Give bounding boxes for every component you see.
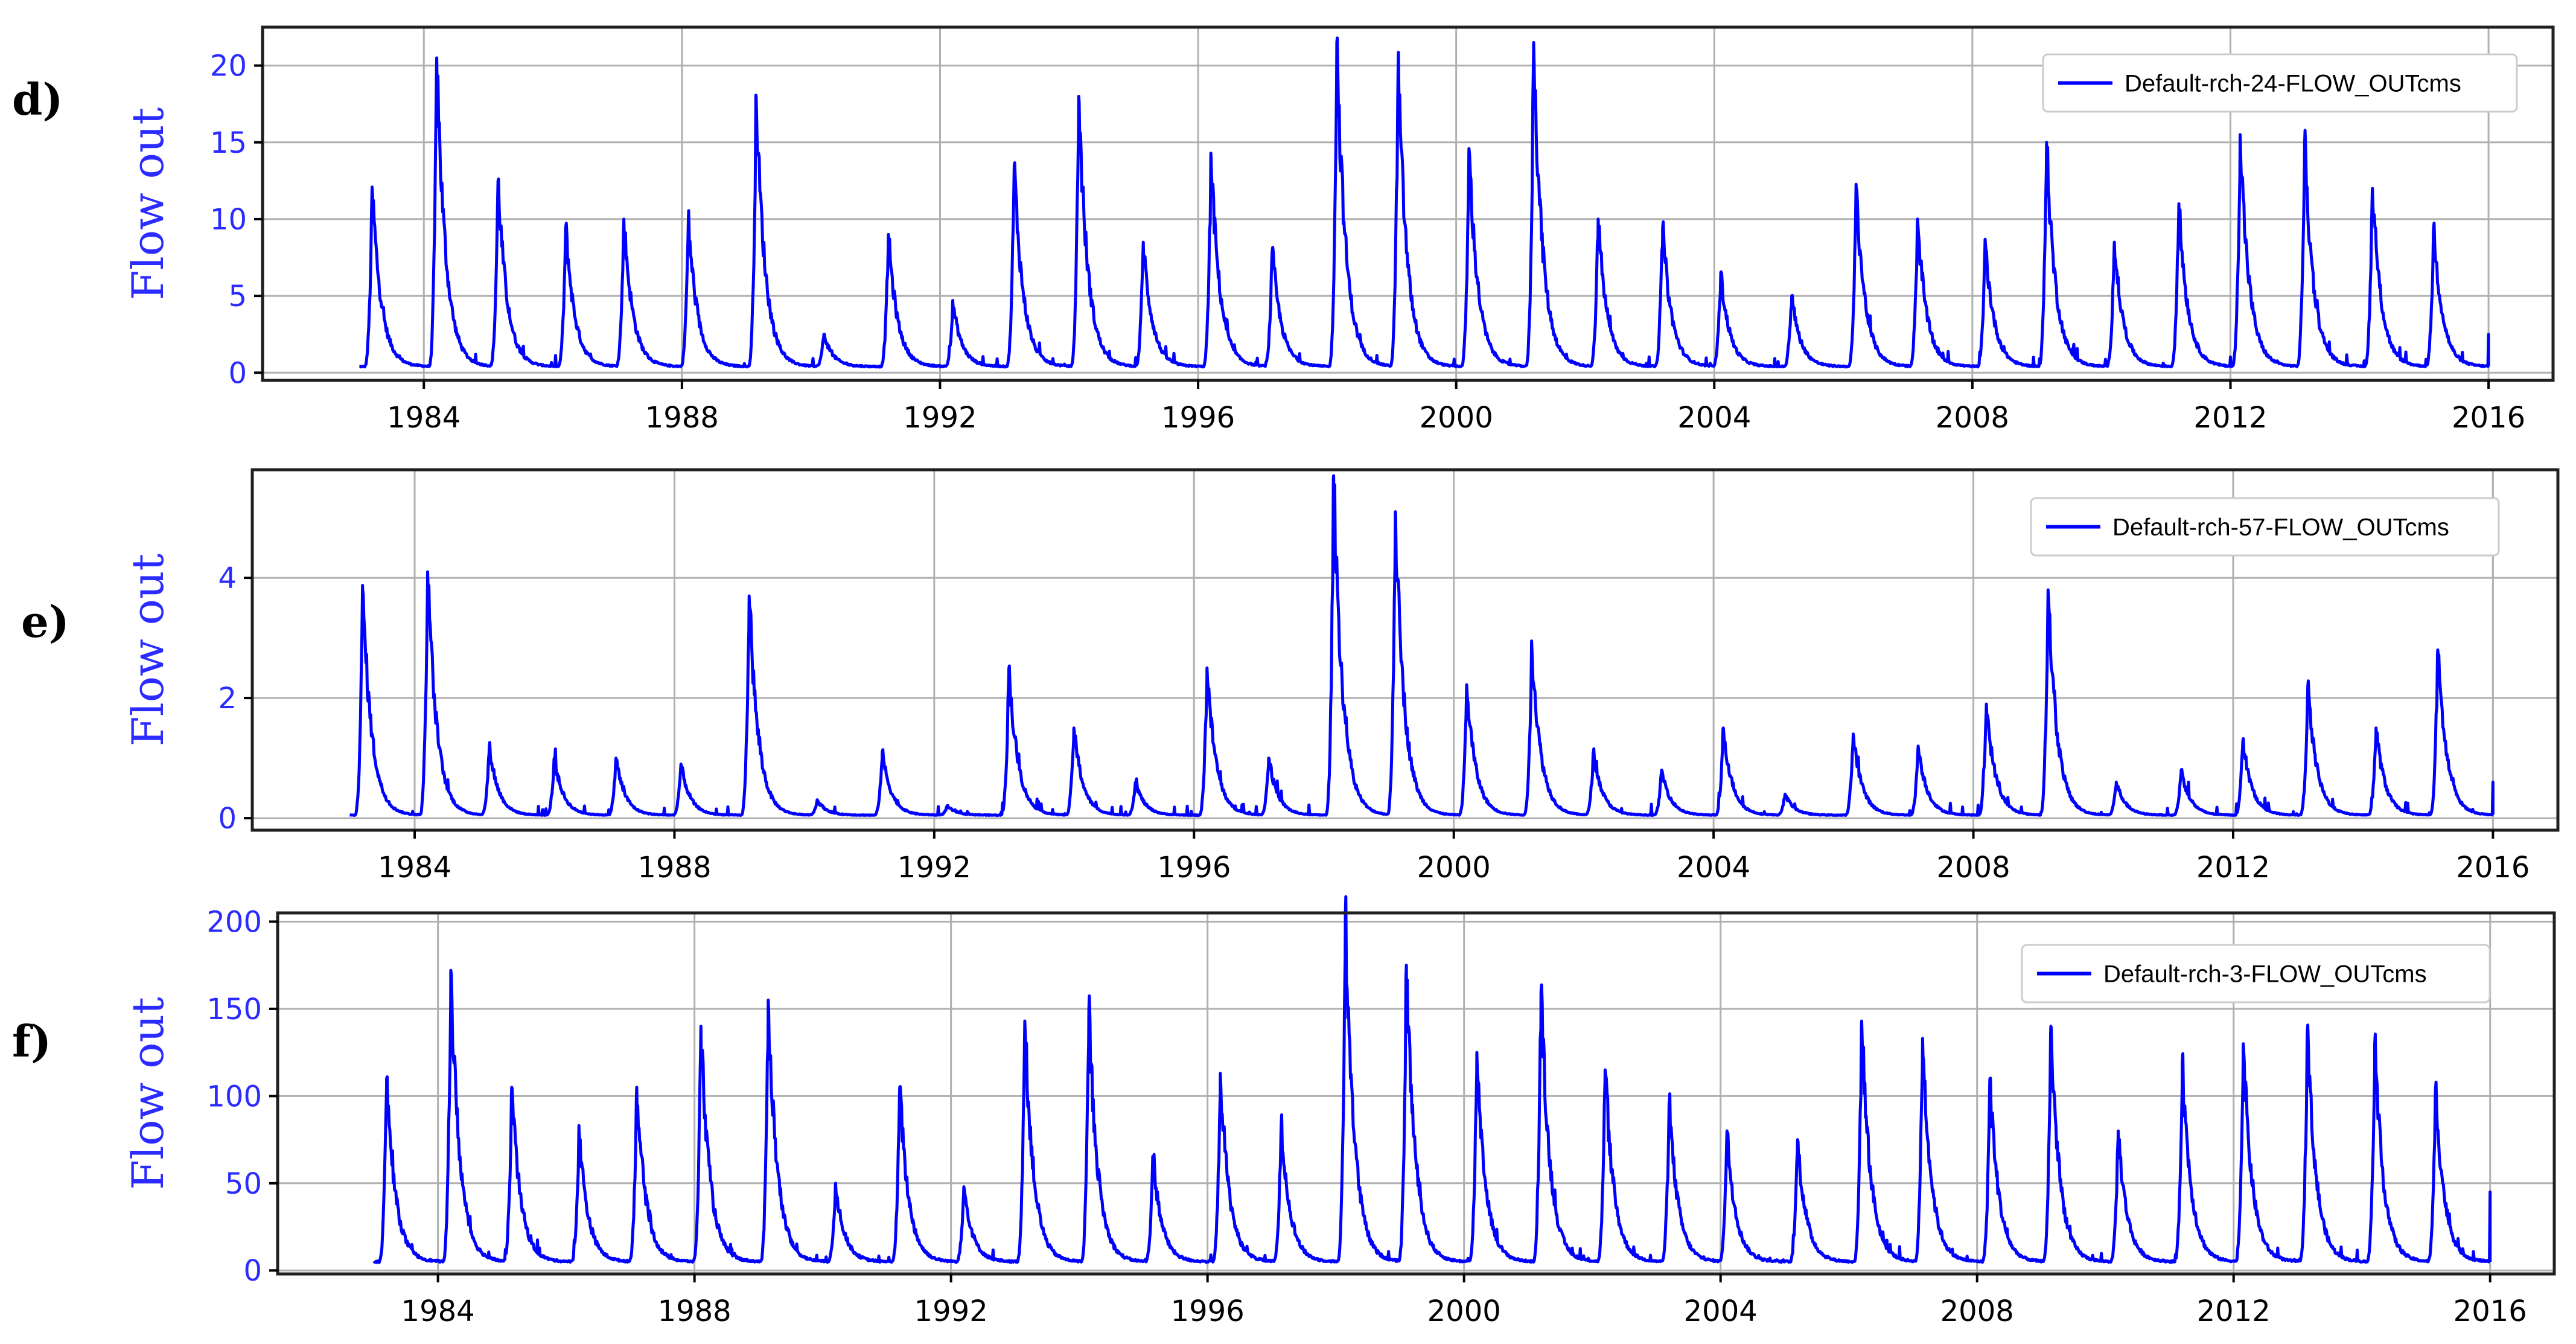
- legend: Default-rch-24-FLOW_OUTcms: [2042, 53, 2518, 113]
- legend-label: Default-rch-24-FLOW_OUTcms: [2125, 71, 2461, 97]
- x-tick-label: 1984: [401, 1294, 475, 1328]
- x-tick-label: 1988: [658, 1294, 732, 1328]
- y-tick-label: 150: [206, 993, 262, 1026]
- panel-label: f): [12, 1016, 51, 1067]
- y-tick-label: 50: [225, 1167, 262, 1201]
- legend-box: [2030, 497, 2500, 557]
- legend-box: [2042, 53, 2518, 113]
- x-tick-label: 2016: [2452, 401, 2525, 435]
- plot-frame: [261, 25, 2555, 382]
- y-tick-label: 0: [243, 1254, 262, 1288]
- y-axis-label: Flow out: [123, 107, 173, 301]
- x-tick-label: 2000: [1420, 401, 1493, 435]
- x-tick-label: 1992: [903, 401, 977, 435]
- flow-series-line: [349, 474, 2495, 818]
- y-tick-label: 0: [228, 356, 247, 390]
- y-axis-label: Flow out: [123, 997, 173, 1190]
- chart-panel-f: 1984 1988 1992 1996 2000 2004 2008 2012 2016 0 50 1…: [12, 895, 2556, 1328]
- y-axis-label: Flow out: [123, 554, 173, 747]
- x-tick-label: 1984: [387, 401, 461, 435]
- y-tick-label: 200: [206, 905, 262, 939]
- x-tick-label: 2012: [2193, 401, 2267, 435]
- x-tick-label: 1996: [1161, 401, 1235, 435]
- x-tick-label: 2008: [1936, 851, 2010, 885]
- y-tick-label: 4: [218, 562, 237, 595]
- x-tick-label: 2016: [2453, 1294, 2527, 1328]
- y-tick-label: 100: [206, 1080, 262, 1113]
- panel-label: d): [12, 74, 63, 125]
- x-tick-label: 2012: [2197, 1294, 2271, 1328]
- panel-label: e): [21, 596, 69, 647]
- x-tick-label: 2000: [1417, 851, 1491, 885]
- x-tick-label: 2004: [1677, 401, 1751, 435]
- legend: Default-rch-57-FLOW_OUTcms: [2030, 497, 2500, 557]
- plot-frame: [250, 468, 2560, 832]
- x-tick-label: 1988: [645, 401, 719, 435]
- y-tick-label: 5: [228, 280, 247, 313]
- x-tick-label: 2012: [2196, 851, 2270, 885]
- legend-label: Default-rch-3-FLOW_OUTcms: [2103, 961, 2427, 988]
- legend-box: [2021, 944, 2491, 1003]
- x-tick-label: 1984: [378, 851, 451, 885]
- legend: Default-rch-3-FLOW_OUTcms: [2021, 944, 2491, 1003]
- chart-panel-e: 1984 1988 1992 1996 2000 2004 2008 2012 2016 0 2 4 F…: [21, 468, 2560, 885]
- legend-label: Default-rch-57-FLOW_OUTcms: [2112, 514, 2449, 541]
- x-tick-label: 2016: [2456, 851, 2530, 885]
- x-tick-label: 2008: [1940, 1294, 2014, 1328]
- x-tick-label: 1988: [637, 851, 711, 885]
- y-tick-label: 0: [218, 802, 237, 836]
- y-tick-label: 15: [210, 126, 247, 160]
- x-tick-label: 2008: [1936, 401, 2009, 435]
- plot-frame: [276, 911, 2556, 1276]
- x-tick-label: 1996: [1157, 851, 1231, 885]
- y-tick-label: 2: [218, 682, 237, 715]
- x-tick-label: 1992: [897, 851, 971, 885]
- x-tick-label: 1996: [1171, 1294, 1245, 1328]
- x-tick-label: 2004: [1684, 1294, 1758, 1328]
- flow-series-line: [372, 895, 2492, 1264]
- chart-panel-d: 1984 1988 1992 1996 2000 2004 2008 2012 2016 0 5 10…: [12, 25, 2555, 435]
- x-tick-label: 2000: [1427, 1294, 1501, 1328]
- x-tick-label: 1992: [914, 1294, 988, 1328]
- flow-series-line: [359, 36, 2490, 369]
- x-tick-label: 2004: [1677, 851, 1750, 885]
- y-tick-label: 10: [210, 203, 247, 237]
- y-tick-label: 20: [210, 50, 247, 83]
